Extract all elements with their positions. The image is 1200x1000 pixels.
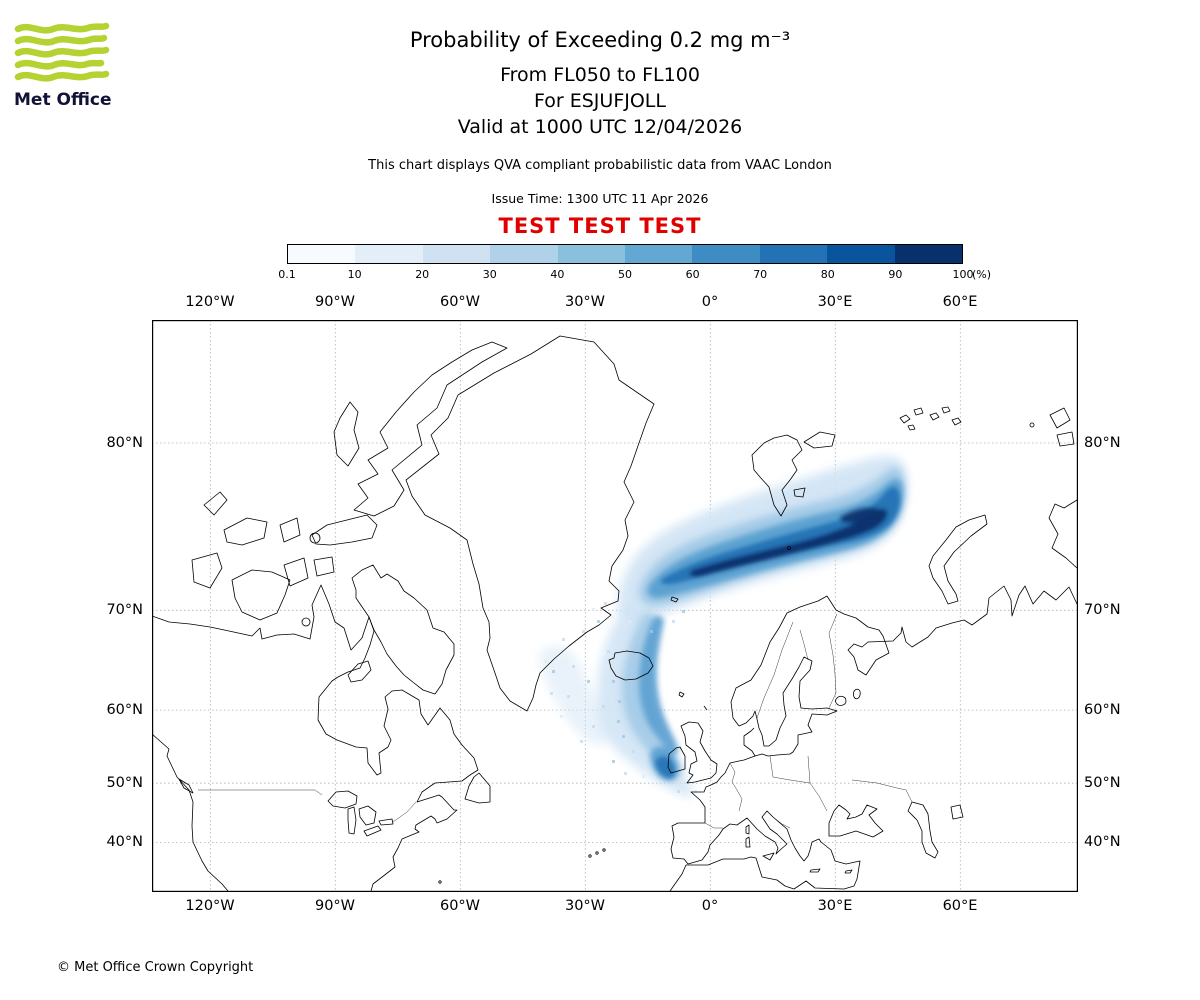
- colorbar-segment: [827, 245, 895, 263]
- coast-black-sea: [828, 804, 884, 838]
- coast-arctic-islands: [191, 491, 378, 621]
- colorbar-segment: [355, 245, 423, 263]
- issue-time: Issue Time: 1300 UTC 11 Apr 2026: [491, 191, 709, 206]
- colorbar-tick-label: 40: [550, 268, 565, 281]
- map-canvas: [152, 320, 1078, 892]
- colorbar-unit-label: (%): [972, 268, 992, 281]
- colorbar: [287, 244, 963, 264]
- colorbar-tick-label: 70: [753, 268, 768, 281]
- colorbar-segment: [490, 245, 558, 263]
- copyright-notice: © Met Office Crown Copyright: [57, 960, 254, 975]
- volcano-subtitle: For ESJUFJOLL: [534, 90, 666, 112]
- latitude-label: 40°N: [106, 834, 143, 850]
- colorbar-segment: [422, 245, 491, 263]
- longitude-label: 90°W: [314, 294, 356, 310]
- longitude-label: 30°E: [817, 898, 853, 914]
- test-banner: TEST TEST TEST: [498, 214, 702, 238]
- longitude-label: 30°W: [564, 294, 606, 310]
- coast-med-islands: [745, 824, 853, 874]
- chart-title: Probability of Exceeding 0.2 mg m⁻³: [409, 28, 791, 52]
- coast-na-west: [152, 733, 229, 892]
- longitude-label: 60°W: [439, 294, 481, 310]
- colorbar-tick-label: 20: [415, 268, 430, 281]
- longitude-label: 120°W: [185, 898, 235, 914]
- coast-na-mainland: [152, 584, 479, 892]
- coast-caspian: [907, 801, 939, 859]
- colorbar-segment: [894, 245, 963, 263]
- colorbar-segment: [288, 245, 356, 263]
- colorbar-tick-label: 80: [820, 268, 835, 281]
- colorbar-tick-label: 30: [482, 268, 497, 281]
- coast-novaya-zemlya: [928, 514, 988, 605]
- longitude-label: 0°: [701, 294, 719, 310]
- coast-axel-heiberg: [333, 401, 360, 467]
- coast-baltic: [738, 656, 838, 757]
- coast-ireland: [667, 746, 686, 774]
- latitude-label: 40°N: [1084, 834, 1121, 850]
- coast-great-britain: [680, 721, 718, 784]
- coast-aral: [950, 804, 964, 820]
- colorbar-segment: [692, 245, 760, 263]
- flight-level-subtitle: From FL050 to FL100: [500, 64, 700, 86]
- longitude-label: 60°E: [942, 898, 978, 914]
- longitude-label: 30°W: [564, 898, 606, 914]
- coast-scandinavia-arctic: [730, 585, 1078, 727]
- latitude-label: 60°N: [106, 702, 143, 718]
- logo-wordmark: Met Office: [14, 90, 112, 110]
- coast-iceland: [608, 650, 654, 681]
- longitude-label: 120°W: [185, 294, 235, 310]
- plume-speckle: [544, 602, 697, 793]
- coast-franz-josef: [899, 406, 962, 431]
- coast-newfoundland: [464, 772, 491, 804]
- coast-ellesmere: [353, 341, 508, 517]
- coast-southampton: [347, 660, 372, 683]
- valid-time-subtitle: Valid at 1000 UTC 12/04/2026: [457, 116, 743, 138]
- latitude-label: 60°N: [1084, 702, 1121, 718]
- qva-note: This chart displays QVA compliant probab…: [368, 158, 832, 173]
- colorbar-tick-label: 0.1: [278, 268, 296, 281]
- country-borders: [198, 613, 913, 829]
- coast-kara-islands: [1049, 407, 1075, 447]
- graticule: [152, 320, 1078, 892]
- coast-taymyr-edge: [1048, 499, 1078, 569]
- latitude-label: 80°N: [1084, 435, 1121, 451]
- latitude-label: 50°N: [106, 775, 143, 791]
- colorbar-segment: [557, 245, 626, 263]
- colorbar-tick-label: 60: [685, 268, 700, 281]
- colorbar-tick-label: 100: [952, 268, 974, 281]
- longitude-label: 60°E: [942, 294, 978, 310]
- ash-plume: [539, 456, 907, 797]
- longitude-label: 60°W: [439, 898, 481, 914]
- logo-waves-icon: [14, 22, 110, 82]
- coast-great-lakes: [327, 790, 394, 837]
- coast-ladoga-onega: [835, 688, 861, 706]
- latitude-label: 70°N: [1084, 602, 1121, 618]
- colorbar-tick-label: 50: [618, 268, 632, 281]
- coast-europe: [669, 755, 861, 892]
- longitude-label: 30°E: [817, 294, 853, 310]
- latitude-label: 70°N: [106, 602, 143, 618]
- coast-baffin: [351, 564, 455, 695]
- coast-small-isles: [670, 596, 708, 711]
- met-office-logo: Met Office: [14, 22, 124, 110]
- colorbar-tick-label: 10: [347, 268, 362, 281]
- coast-svalbard: [751, 431, 836, 517]
- colorbar-segment: [759, 245, 828, 263]
- coast-greenland: [405, 335, 655, 712]
- longitude-label: 90°W: [314, 898, 356, 914]
- latitude-label: 80°N: [106, 435, 143, 451]
- map-frame: [152, 320, 1078, 892]
- colorbar-tick-label: 90: [888, 268, 903, 281]
- coastlines: [152, 335, 1078, 892]
- longitude-label: 0°: [701, 898, 719, 914]
- colorbar-segment: [625, 245, 693, 263]
- latitude-label: 50°N: [1084, 775, 1121, 791]
